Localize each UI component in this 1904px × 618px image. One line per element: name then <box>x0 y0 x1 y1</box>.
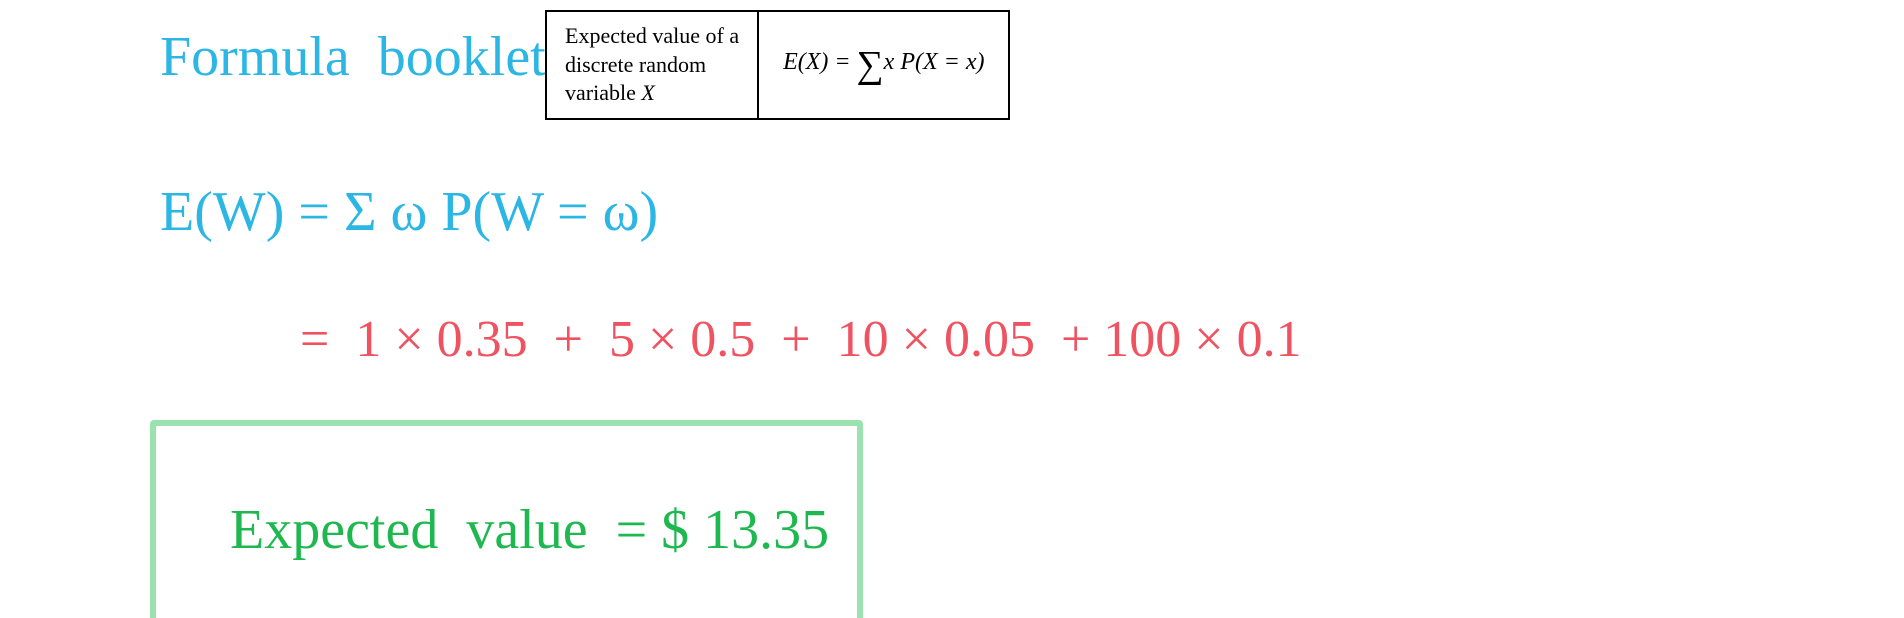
expected-value-definition-line: E(W) = Σ ω P(W = ω) <box>160 180 658 244</box>
formula-reference-table: Expected value of a discrete random vari… <box>545 10 1010 120</box>
calculation-line: = 1 × 0.35 + 5 × 0.5 + 10 × 0.05 + 100 ×… <box>300 310 1302 369</box>
formula-description-line1: Expected value of a discrete random vari… <box>565 22 739 108</box>
expected-value-result-box: Expected value = $ 13.35 <box>150 420 863 618</box>
sigma-icon: ∑ <box>857 48 884 82</box>
expected-value-result-text: Expected value = $ 13.35 <box>230 499 829 561</box>
formula-expression-cell: E(X) = ∑x P(X = x) <box>758 11 1009 119</box>
formula-description-cell: Expected value of a discrete random vari… <box>546 11 758 119</box>
formula-rhs: x P(X = x) <box>884 49 985 75</box>
formula-lhs: E(X) = <box>783 49 857 75</box>
formula-booklet-title: Formula booklet <box>160 25 546 89</box>
